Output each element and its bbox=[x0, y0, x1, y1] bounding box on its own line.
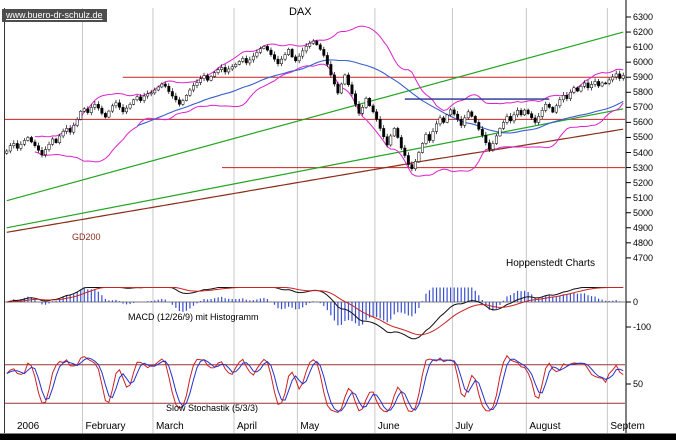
chart-window: www.buero-dr-schulz.de DAX GD200 Hoppens… bbox=[0, 0, 676, 440]
chart-canvas bbox=[0, 0, 676, 440]
